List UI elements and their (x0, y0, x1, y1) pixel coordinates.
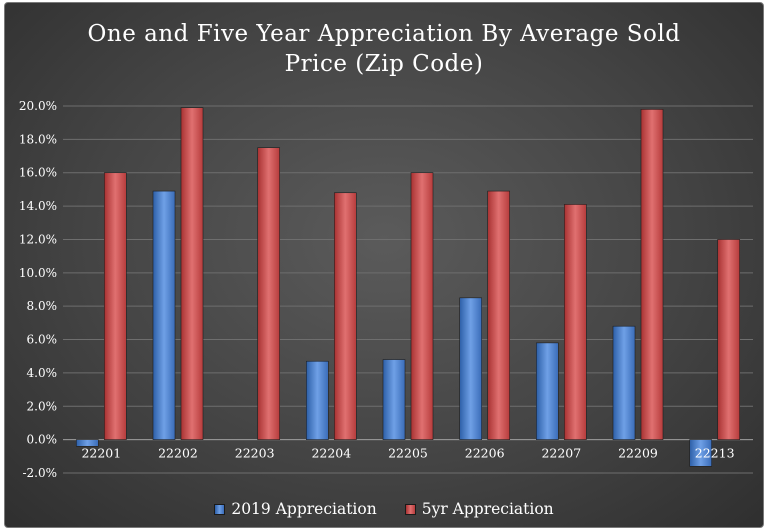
y-tick-label: 8.0% (27, 299, 58, 313)
bar-2019-appreciation (536, 342, 559, 440)
x-category-label: 22202 (158, 446, 198, 461)
bar-2019-appreciation (306, 360, 329, 440)
bar-5yr-appreciation (717, 239, 740, 440)
bar-5yr-appreciation (564, 204, 587, 440)
bar-2019-appreciation (612, 325, 636, 440)
y-tick-label: -2.0% (22, 466, 57, 480)
bar-2019-appreciation (459, 297, 482, 440)
chart-title-line-1: One and Five Year Appreciation By Averag… (87, 21, 681, 47)
x-category-label: 22209 (618, 446, 658, 461)
legend: 2019 Appreciation 5yr Appreciation (5, 500, 763, 518)
y-tick-label: 4.0% (27, 366, 58, 380)
x-category-label: 22201 (81, 446, 121, 461)
bar-2019-appreciation (152, 190, 176, 440)
x-category-label: 22213 (695, 446, 735, 461)
bar-2019-appreciation (689, 439, 712, 467)
x-category-label: 22205 (388, 446, 428, 461)
chart-title: One and Five Year Appreciation By Averag… (5, 19, 763, 79)
y-tick-label: 2.0% (27, 399, 58, 413)
y-tick-label: 14.0% (19, 199, 57, 213)
y-tick-label: 18.0% (19, 132, 57, 146)
y-tick-label: 20.0% (19, 99, 57, 113)
bar-5yr-appreciation (257, 147, 280, 440)
bar-5yr-appreciation (487, 190, 510, 440)
bar-5yr-appreciation (104, 172, 127, 440)
bar-5yr-appreciation (180, 107, 204, 440)
x-category-label: 22206 (465, 446, 505, 461)
bar-5yr-appreciation (410, 172, 434, 440)
chart-title-line-2: Price (Zip Code) (284, 51, 484, 77)
x-category-label: 22207 (541, 446, 581, 461)
bar-2019-appreciation (76, 439, 99, 447)
bar-5yr-appreciation (334, 192, 357, 440)
bar-2019-appreciation (382, 359, 406, 440)
y-tick-label: 16.0% (19, 166, 57, 180)
legend-item-5yr: 5yr Appreciation (404, 500, 554, 518)
legend-swatch-red (404, 503, 416, 515)
plot-area: 20.0% 18.0% 16.0% 14.0% 12.0% 10.0% 8.0% 6.0% 4.… (19, 99, 753, 480)
y-tick-label: 0.0% (27, 433, 58, 447)
x-category-label: 22204 (311, 446, 351, 461)
legend-item-2019: 2019 Appreciation (214, 500, 377, 518)
legend-label-2019: 2019 Appreciation (231, 500, 377, 518)
y-tick-label: 12.0% (19, 232, 57, 246)
legend-label-5yr: 5yr Appreciation (421, 500, 554, 518)
x-category-label: 22203 (235, 446, 275, 461)
chart-area: One and Five Year Appreciation By Averag… (4, 2, 764, 528)
bar-5yr-appreciation (640, 109, 664, 440)
legend-swatch-blue (214, 503, 226, 515)
y-tick-label: 10.0% (19, 266, 57, 280)
y-tick-label: 6.0% (27, 333, 58, 347)
